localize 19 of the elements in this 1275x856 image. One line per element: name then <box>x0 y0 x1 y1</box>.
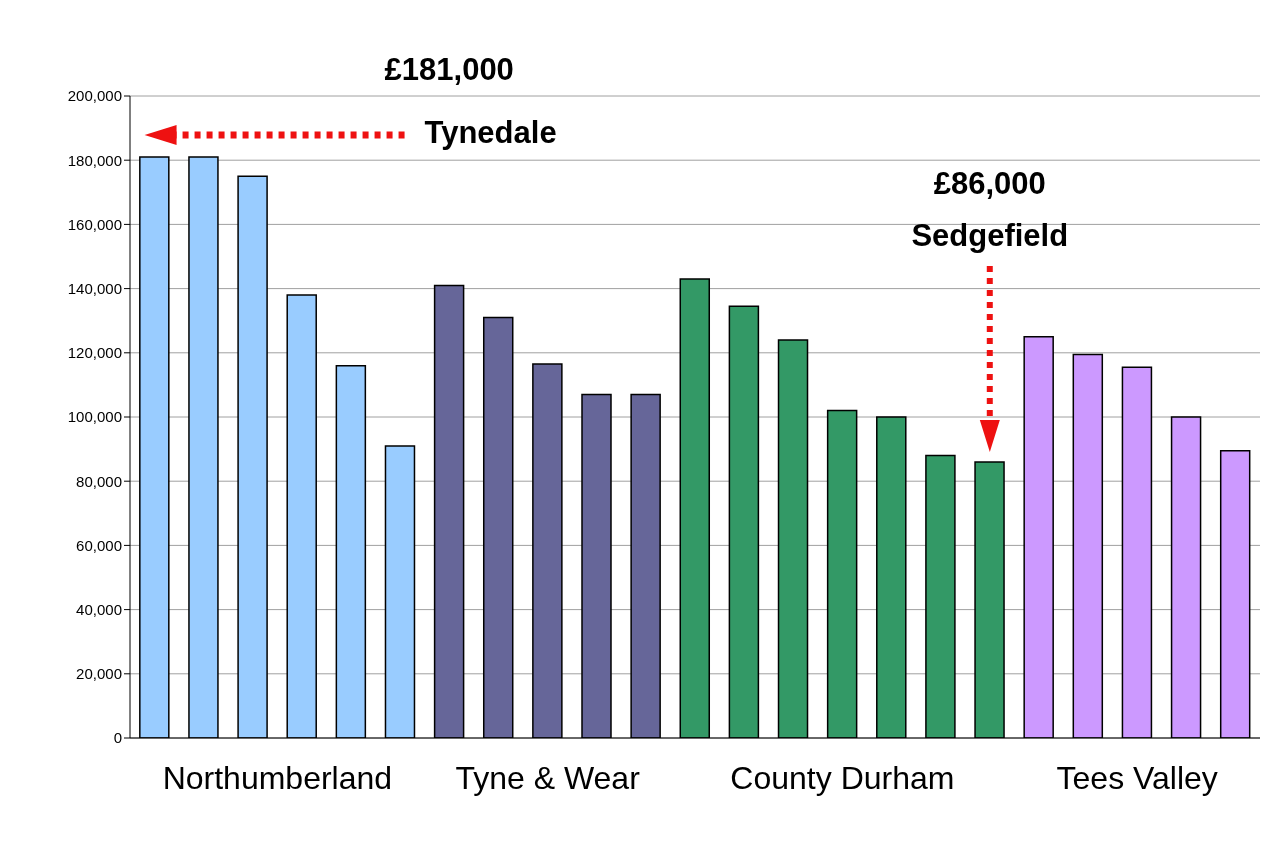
y-tick-label: 20,000 <box>76 665 122 683</box>
y-tick-label: 40,000 <box>76 600 122 618</box>
y-tick-label: 80,000 <box>76 472 122 490</box>
y-tick-label: 160,000 <box>67 215 122 233</box>
text: £181,000 <box>384 52 514 88</box>
y-tick-label: 0 <box>113 729 122 747</box>
series-label: Tyne & Wear <box>455 760 640 796</box>
y-tick-label: 140,000 <box>67 279 122 297</box>
y-tick-label: 200,000 <box>67 87 122 105</box>
y-tick-label: 100,000 <box>67 408 122 426</box>
annotation: Tynedale <box>424 114 557 151</box>
annotation: £86,000 <box>932 166 1047 202</box>
y-tick-label: 60,000 <box>76 536 122 554</box>
annotation: Sedgefield <box>910 218 1070 254</box>
y-tick-label: 120,000 <box>67 344 122 362</box>
y-tick-label: 180,000 <box>67 151 122 169</box>
series-label: Northumberland <box>162 760 393 796</box>
series-label: Tees Valley <box>1056 760 1218 796</box>
series-label: County Durham <box>729 760 956 797</box>
